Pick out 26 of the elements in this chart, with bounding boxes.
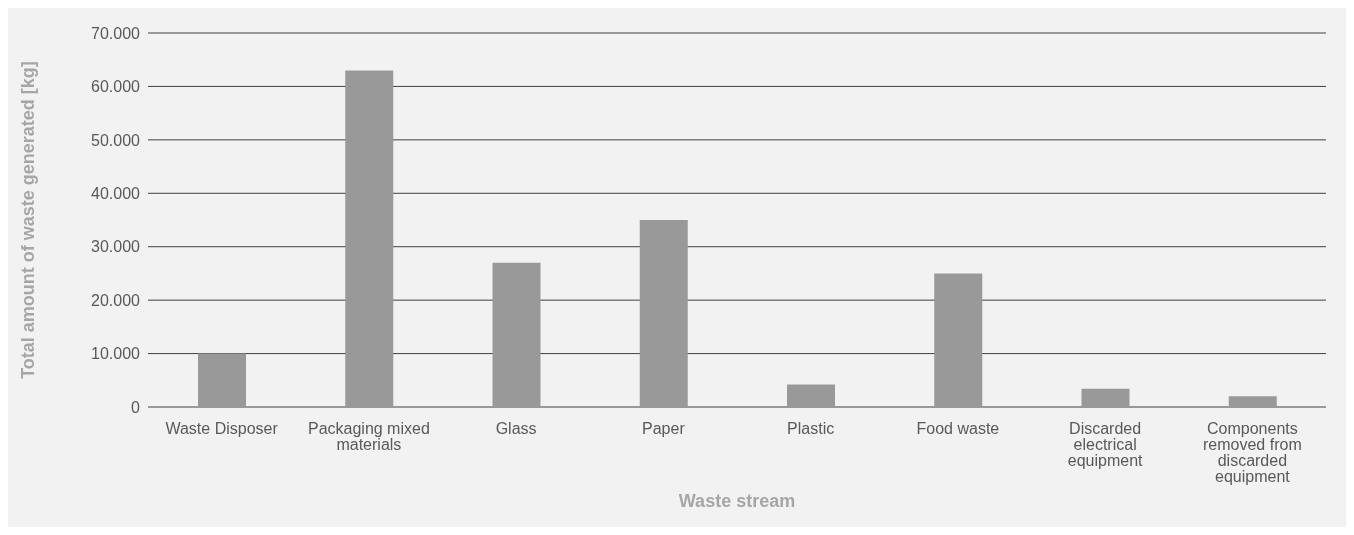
y-axis-title: Total amount of waste generated [kg] <box>18 61 39 379</box>
x-tick-label: Paper <box>642 420 686 438</box>
y-tick-label: 20.000 <box>91 291 141 309</box>
bar <box>1081 388 1130 407</box>
x-tick-label: Food waste <box>916 420 1000 438</box>
bar <box>345 70 394 407</box>
x-tick-label: Packaging mixed materials <box>307 420 430 454</box>
bar <box>198 353 246 407</box>
bar <box>639 220 688 407</box>
x-tick-label: Components removed from discarded equipment <box>1203 420 1302 486</box>
bar <box>1228 396 1277 407</box>
y-tick-label: 0 <box>131 398 141 416</box>
x-tick-label: Plastic <box>787 420 835 438</box>
bar <box>492 262 541 407</box>
x-tick-label: Waste Disposer <box>165 420 279 438</box>
y-tick-label: 40.000 <box>91 184 141 202</box>
x-tick-label: Glass <box>495 420 537 438</box>
x-axis-title: Waste stream <box>678 491 796 511</box>
y-tick-label: 60.000 <box>91 78 141 96</box>
y-tick-label: 30.000 <box>91 238 141 256</box>
bar <box>934 273 983 407</box>
y-tick-label: 50.000 <box>91 131 141 149</box>
bar <box>787 384 835 407</box>
x-tick-label: Discarded electrical equipment <box>1067 420 1144 470</box>
y-tick-label: 70.000 <box>91 24 141 42</box>
y-tick-label: 10.000 <box>91 345 141 363</box>
